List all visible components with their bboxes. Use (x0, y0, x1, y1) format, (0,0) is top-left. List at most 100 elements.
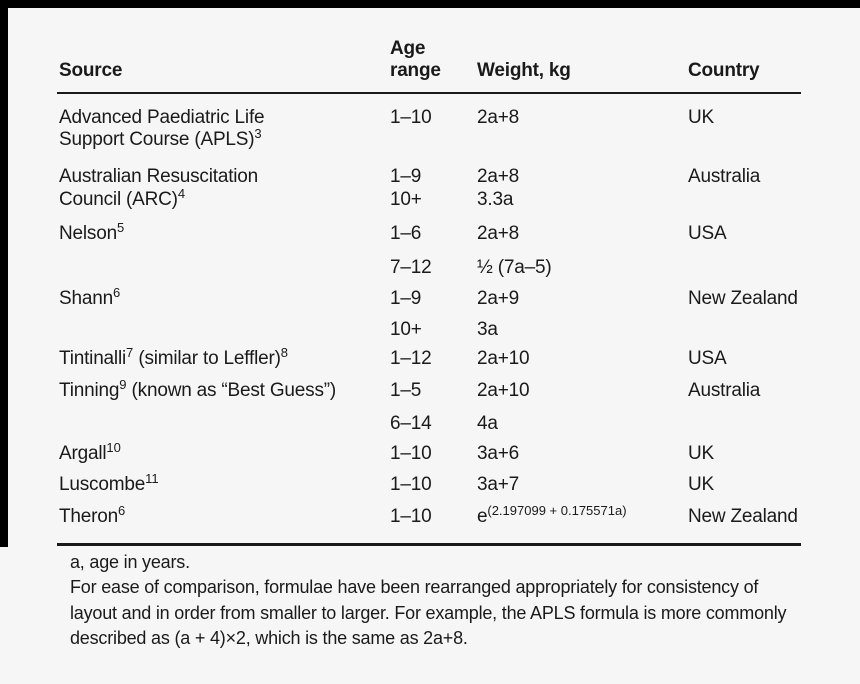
source-text: Theron (59, 506, 119, 527)
bottom-rule (57, 543, 801, 546)
weight-text: 4a (477, 413, 498, 434)
weight-cell: 2a+9 (477, 289, 519, 308)
table-row: 7–12 ½ (7a–5) (0, 258, 860, 280)
country-cell: UK (688, 474, 714, 495)
age-cell: 1–5 (390, 380, 422, 401)
reference-superscript: 11 (145, 471, 159, 486)
weight-cell: 2a+8 (477, 167, 519, 186)
country-cell: UK (688, 443, 714, 464)
table-row: Tinning9 (known as “Best Guess”) 1–5 2a+… (0, 378, 860, 403)
source-text: Advanced Paediatric Life (59, 107, 265, 128)
weight-text: 2a+10 (477, 348, 530, 369)
source-text: Argall (59, 443, 107, 464)
source-cell: Tintinalli7 (similar to Leffler)8 (59, 346, 288, 369)
age-cell: 1–9 (390, 166, 422, 187)
source-text: Luscombe (59, 474, 146, 495)
table-row: Australian Resuscitation 1–9 2a+8 Austra… (0, 167, 860, 189)
reference-superscript: 8 (280, 345, 288, 360)
weight-cell: e(2.197099 + 0.175571a) (477, 504, 627, 527)
footnote-line: layout and in order from smaller to larg… (70, 603, 787, 623)
source-cell: Support Course (APLS)3 (59, 127, 262, 150)
source-text: (known as “Best Guess”) (126, 380, 337, 401)
source-cell: Council (ARC)4 (59, 187, 185, 210)
source-cell: Nelson5 (59, 221, 124, 244)
weight-text: 2a+8 (477, 223, 519, 244)
source-cell: Australian Resuscitation (59, 167, 258, 186)
footnote-line: a, age in years. (70, 552, 190, 572)
weight-cell: 2a+8 (477, 108, 519, 127)
source-cell: Tinning9 (known as “Best Guess”) (59, 378, 337, 401)
weight-cell: 4a (477, 414, 498, 433)
header-rule (57, 92, 801, 94)
country-cell: Australia (688, 166, 761, 187)
table-row: Support Course (APLS)3 (0, 127, 860, 152)
table-row: 6–14 4a (0, 414, 860, 436)
weight-text: 2a+8 (477, 166, 519, 187)
age-cell: 1–6 (390, 223, 422, 244)
source-text: Nelson (59, 223, 117, 244)
weight-text: e (477, 506, 488, 527)
table-row: Council (ARC)4 10+ 3.3a (0, 187, 860, 212)
weight-text: ½ (7a–5) (477, 257, 552, 278)
age-cell: 1–10 (390, 443, 432, 464)
weight-text: 2a+10 (477, 380, 530, 401)
weight-cell: 3a+7 (477, 475, 519, 494)
age-cell: 7–12 (390, 257, 432, 278)
footnote-line: For ease of comparison, formulae have be… (70, 577, 759, 597)
reference-superscript: 10 (106, 440, 121, 455)
reference-superscript: 6 (118, 503, 126, 518)
weight-cell: 3.3a (477, 190, 513, 209)
footnote-line: described as (a + 4)×2, which is the sam… (70, 628, 468, 648)
age-cell: 1–10 (390, 474, 432, 495)
weight-text: 3.3a (477, 189, 514, 210)
source-cell: Shann6 (59, 286, 120, 309)
weight-cell: 3a (477, 320, 498, 339)
reference-superscript: 3 (254, 126, 262, 141)
reference-superscript: 9 (119, 377, 127, 392)
country-cell: USA (688, 223, 727, 244)
weight-text: 2a+9 (477, 288, 519, 309)
source-cell: Advanced Paediatric Life (59, 107, 265, 128)
left-edge-bar (0, 0, 8, 547)
age-cell: 1–10 (390, 107, 432, 128)
age-cell: 1–9 (390, 288, 422, 309)
source-cell: Luscombe11 (59, 472, 159, 495)
weight-text: 3a+7 (477, 474, 519, 495)
reference-superscript: 5 (116, 220, 125, 235)
source-text: Australian Resuscitation (59, 166, 259, 187)
top-edge-bar (0, 0, 860, 8)
source-cell: Argall10 (59, 441, 121, 464)
reference-superscript: 6 (112, 285, 121, 300)
source-text: Tintinalli (59, 348, 126, 369)
weight-text: 3a+6 (477, 443, 519, 464)
exponent-superscript: (2.197099 + 0.175571a) (487, 503, 627, 518)
weight-cell: 2a+10 (477, 380, 530, 401)
source-text: Council (ARC) (59, 189, 178, 210)
age-cell: 10+ (390, 189, 422, 210)
header-source: Source (59, 60, 123, 81)
header-country: Country (688, 60, 760, 81)
age-cell: 10+ (390, 319, 422, 340)
country-cell: New Zealand (688, 506, 798, 527)
table-row: Advanced Paediatric Life 1–10 2a+8 UK (0, 108, 860, 130)
country-cell: Australia (688, 380, 761, 401)
header-age-line1: Age (390, 38, 426, 59)
table-row: 10+ 3a (0, 320, 860, 342)
source-text: Support Course (APLS) (59, 129, 255, 150)
table-row: Argall10 1–10 3a+6 UK (0, 441, 860, 466)
source-text: Tinning (59, 380, 120, 401)
age-cell: 1–12 (390, 348, 432, 369)
country-cell: USA (688, 348, 727, 369)
table-row: Luscombe11 1–10 3a+7 UK (0, 472, 860, 497)
weight-cell: 3a+6 (477, 444, 519, 463)
reference-superscript: 4 (177, 186, 186, 201)
country-cell: New Zealand (688, 288, 798, 309)
weight-text: 2a+8 (477, 107, 519, 128)
source-cell: Theron6 (59, 504, 125, 527)
weight-cell: 2a+10 (477, 348, 530, 369)
source-text: Shann (59, 288, 113, 309)
source-text: (similar to Leffler) (133, 348, 281, 369)
weight-cell: 2a+8 (477, 224, 519, 243)
country-cell: UK (688, 107, 714, 128)
